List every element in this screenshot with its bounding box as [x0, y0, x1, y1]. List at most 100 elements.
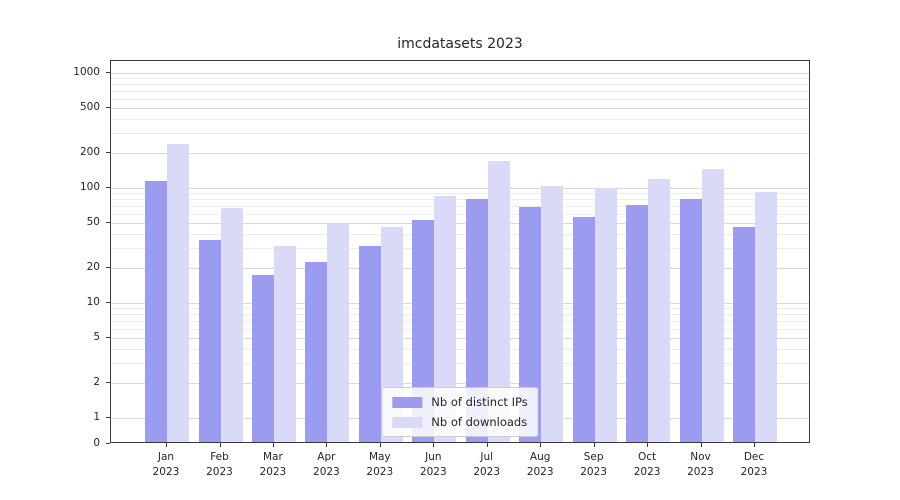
- x-tick-mark: [647, 443, 649, 447]
- gridline-30: [111, 248, 809, 250]
- x-tick-label-apr: Apr 2023: [313, 451, 340, 478]
- bar-jan-downloads: [167, 144, 189, 442]
- y-tick-mark: [106, 221, 110, 223]
- x-tick-mark: [754, 443, 755, 447]
- y-tick-mark: [106, 336, 110, 338]
- gridline-7: [111, 320, 809, 322]
- bar-may-ips: [358, 246, 381, 442]
- y-tick-label: 20: [86, 261, 100, 274]
- gridline-50: [111, 222, 809, 224]
- legend-item: Nb of downloads: [392, 415, 527, 429]
- bar-dec-downloads: [755, 191, 777, 442]
- plot-area: Nb of distinct IPs Nb of downloads: [110, 60, 810, 443]
- gridline-3: [111, 363, 809, 365]
- x-tick-mark: [593, 443, 595, 447]
- gridline-1000: [111, 73, 809, 74]
- gridline-300: [111, 133, 809, 135]
- legend-item: Nb of distinct IPs: [392, 395, 528, 409]
- y-tick-label: 10: [86, 296, 100, 308]
- gridline-400: [111, 118, 809, 120]
- gridline-40: [111, 233, 809, 235]
- x-tick-mark: [379, 443, 381, 447]
- gridline-2: [111, 383, 809, 385]
- bar-oct-downloads: [648, 179, 671, 442]
- x-tick-mark: [540, 443, 542, 447]
- gridline-100: [111, 188, 809, 189]
- gridline-800: [111, 84, 809, 86]
- legend-swatch-distinct-ips: [392, 396, 423, 408]
- gridline-9: [111, 308, 809, 310]
- legend-swatch-downloads: [392, 416, 423, 428]
- y-tick-mark: [106, 302, 110, 303]
- bar-jul-ips: [465, 199, 488, 442]
- bar-nov-ips: [679, 199, 702, 442]
- y-tick-mark: [106, 72, 110, 73]
- y-tick-mark: [106, 382, 110, 384]
- bar-mar-ips: [251, 274, 274, 442]
- chart-title: imcdatasets 2023: [397, 36, 523, 52]
- bar-dec-ips: [733, 227, 755, 442]
- gridline-600: [111, 98, 809, 100]
- gridline-10: [111, 303, 809, 304]
- y-tick-label: 500: [79, 100, 100, 113]
- x-tick-mark: [219, 443, 221, 447]
- x-tick-mark: [700, 443, 702, 447]
- x-tick-label-mar: Mar 2023: [259, 451, 287, 478]
- gridline-500: [111, 107, 809, 109]
- x-tick-label-aug: Aug 2023: [526, 451, 554, 478]
- gridline-70: [111, 205, 809, 207]
- y-tick-mark: [106, 152, 110, 154]
- y-tick-mark: [106, 187, 110, 188]
- x-tick-label-may: May 2023: [366, 451, 394, 478]
- bar-jun-downloads: [434, 195, 457, 442]
- x-tick-mark: [433, 443, 435, 447]
- bar-jul-downloads: [487, 161, 510, 442]
- y-tick-mark: [106, 443, 110, 444]
- y-tick-label: 0: [93, 437, 100, 449]
- y-tick-mark: [106, 267, 110, 269]
- x-tick-mark: [166, 443, 167, 447]
- gridline-200: [111, 153, 809, 155]
- gridline-700: [111, 90, 809, 92]
- legend-label: Nb of downloads: [431, 415, 528, 429]
- x-tick-label-jan: Jan 2023: [152, 451, 180, 478]
- gridline-900: [111, 78, 809, 80]
- y-tick-label: 200: [79, 146, 100, 159]
- bar-jan-ips: [145, 181, 167, 442]
- legend: Nb of distinct IPs Nb of downloads: [381, 387, 539, 437]
- gridline-8: [111, 314, 809, 316]
- y-tick-mark: [106, 417, 110, 418]
- bar-feb-ips: [198, 239, 221, 442]
- x-tick-mark: [272, 443, 274, 447]
- gridline-60: [111, 213, 809, 215]
- x-tick-mark: [326, 443, 328, 447]
- x-tick-label-sep: Sep 2023: [580, 451, 607, 478]
- bar-apr-ips: [305, 261, 328, 442]
- bar-oct-ips: [626, 205, 649, 442]
- gridline-6: [111, 328, 809, 330]
- bar-aug-downloads: [541, 186, 564, 442]
- bar-sep-ips: [572, 216, 595, 442]
- bar-sep-downloads: [594, 188, 617, 442]
- y-tick-label: 5: [93, 330, 100, 343]
- x-tick-label-oct: Oct 2023: [633, 451, 661, 478]
- y-tick-label: 1: [93, 411, 100, 423]
- gridline-5: [111, 337, 809, 339]
- bar-mar-downloads: [273, 246, 296, 442]
- gridline-90: [111, 193, 809, 195]
- gridline-4: [111, 348, 809, 350]
- x-tick-label-jul: Jul 2023: [473, 451, 501, 478]
- x-tick-label-feb: Feb 2023: [206, 451, 233, 478]
- legend-label: Nb of distinct IPs: [431, 395, 528, 409]
- x-tick-label-nov: Nov 2023: [687, 451, 714, 478]
- x-tick-mark: [486, 443, 488, 447]
- gridline-80: [111, 199, 809, 201]
- x-tick-label-dec: Dec 2023: [740, 451, 768, 478]
- bar-jun-ips: [412, 219, 435, 442]
- x-tick-label-jun: Jun 2023: [419, 451, 447, 478]
- y-tick-label: 50: [86, 215, 100, 228]
- bar-apr-downloads: [327, 223, 350, 442]
- gridline-20: [111, 268, 809, 270]
- y-tick-label: 1000: [73, 66, 100, 78]
